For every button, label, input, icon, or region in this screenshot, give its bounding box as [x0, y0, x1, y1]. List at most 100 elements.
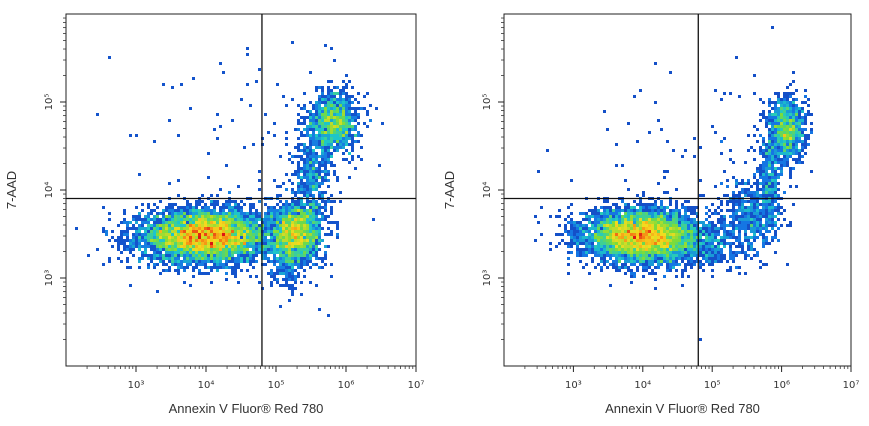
event-bin [708, 233, 711, 236]
event-bin [309, 251, 312, 254]
event-bin [567, 215, 570, 218]
event-bin [669, 251, 672, 254]
event-bin [624, 245, 627, 248]
event-bin [603, 260, 606, 263]
event-bin [273, 260, 276, 263]
event-bin [189, 239, 192, 242]
event-bin [279, 194, 282, 197]
event-bin [309, 158, 312, 161]
event-bin [279, 239, 282, 242]
event-bin [330, 47, 333, 50]
event-bin [219, 263, 222, 266]
event-bin [345, 101, 348, 104]
event-bin [327, 221, 330, 224]
event-bin [753, 173, 756, 176]
event-bin [675, 242, 678, 245]
event-bin [678, 215, 681, 218]
event-bin [246, 230, 249, 233]
event-bin [579, 239, 582, 242]
event-bin [564, 224, 567, 227]
event-bin [339, 134, 342, 137]
event-bin [774, 128, 777, 131]
event-bin [168, 209, 171, 212]
event-bin [231, 260, 234, 263]
event-bin [162, 260, 165, 263]
event-bin [219, 212, 222, 215]
event-bin [123, 239, 126, 242]
event-bin [594, 227, 597, 230]
event-bin [351, 107, 354, 110]
event-bin [645, 239, 648, 242]
event-bin [273, 233, 276, 236]
event-bin [777, 167, 780, 170]
event-bin [723, 245, 726, 248]
event-bin [237, 218, 240, 221]
event-bin [348, 125, 351, 128]
event-bin [351, 95, 354, 98]
event-bin [168, 206, 171, 209]
event-bin [762, 239, 765, 242]
event-bin [306, 257, 309, 260]
event-bin [672, 233, 675, 236]
event-bin [579, 248, 582, 251]
event-bin [201, 215, 204, 218]
event-bin [582, 230, 585, 233]
event-bin [255, 221, 258, 224]
event-bin [663, 221, 666, 224]
event-bin [756, 182, 759, 185]
event-bin [225, 254, 228, 257]
event-bin [645, 245, 648, 248]
event-bin [270, 248, 273, 251]
event-bin [609, 215, 612, 218]
event-bin [315, 200, 318, 203]
event-bin [144, 236, 147, 239]
event-bin [318, 104, 321, 107]
event-bin [762, 137, 765, 140]
event-bin [789, 149, 792, 152]
event-bin [735, 215, 738, 218]
event-bin [717, 212, 720, 215]
event-bin [759, 203, 762, 206]
event-bin [342, 116, 345, 119]
event-bin [138, 242, 141, 245]
event-bin [771, 167, 774, 170]
event-bin [186, 215, 189, 218]
event-bin [159, 227, 162, 230]
event-bin [675, 227, 678, 230]
event-bin [585, 227, 588, 230]
event-bin [657, 218, 660, 221]
event-bin [210, 254, 213, 257]
event-bin [642, 233, 645, 236]
event-bin [732, 254, 735, 257]
event-bin [576, 254, 579, 257]
event-bin [756, 236, 759, 239]
event-bin [186, 203, 189, 206]
event-bin [348, 143, 351, 146]
event-bin [645, 248, 648, 251]
event-bin [168, 233, 171, 236]
event-bin [759, 149, 762, 152]
event-bin [309, 203, 312, 206]
event-bin [276, 251, 279, 254]
event-bin [666, 221, 669, 224]
event-bin [321, 137, 324, 140]
event-bin [297, 266, 300, 269]
event-bin [297, 161, 300, 164]
event-bin [165, 218, 168, 221]
event-bin [159, 239, 162, 242]
event-bin [288, 251, 291, 254]
event-bin [303, 119, 306, 122]
event-bin [234, 221, 237, 224]
event-bin [171, 227, 174, 230]
event-bin [216, 230, 219, 233]
event-bin [783, 119, 786, 122]
event-bin [312, 245, 315, 248]
event-bin [273, 242, 276, 245]
event-bin [312, 176, 315, 179]
event-bin [783, 104, 786, 107]
event-bin [318, 125, 321, 128]
event-bin [291, 269, 294, 272]
event-bin [231, 266, 234, 269]
event-bin [282, 251, 285, 254]
